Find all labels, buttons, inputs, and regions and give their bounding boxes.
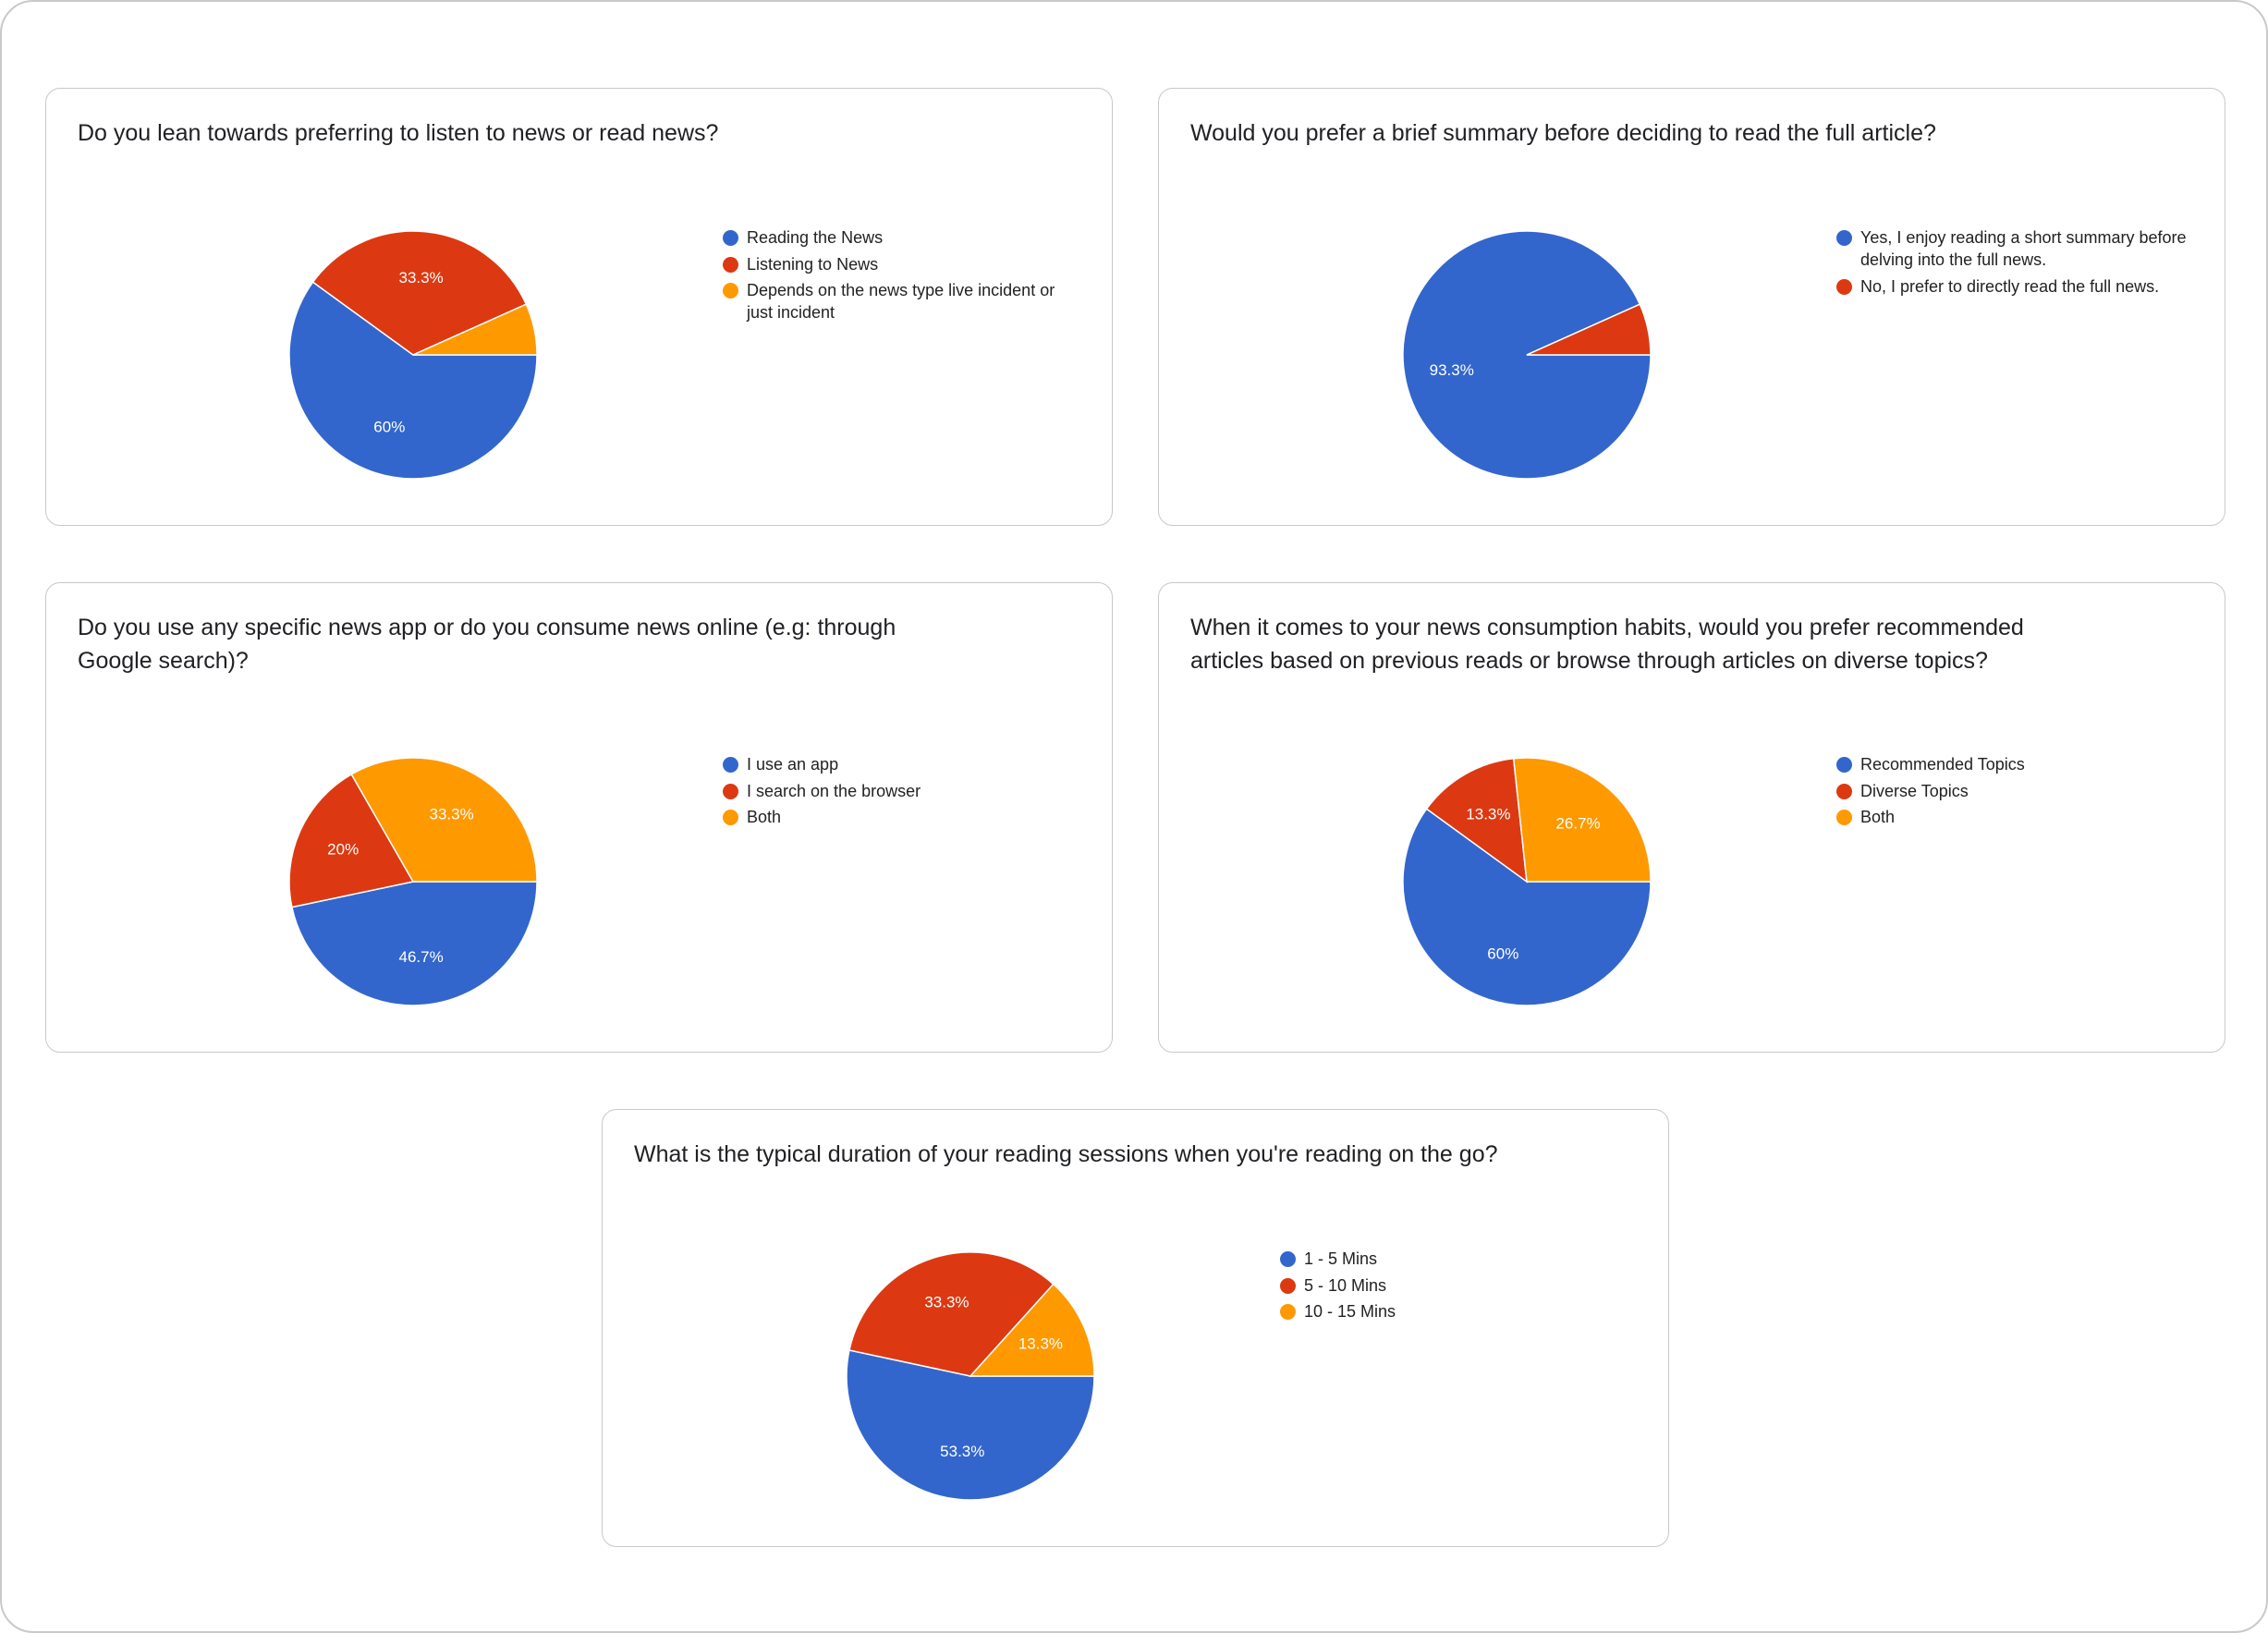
chart-title: What is the typical duration of your rea… (634, 1141, 1498, 1167)
pie-chart: 93.3% (1402, 230, 1652, 480)
slice-percent-label: 26.7% (1555, 815, 1600, 833)
legend-swatch (1836, 230, 1852, 246)
legend-item: 10 - 15 Mins (1280, 1300, 1640, 1322)
legend-swatch (1280, 1277, 1296, 1294)
slice-percent-label: 60% (373, 418, 405, 435)
legend-label: I search on the browser (747, 781, 921, 800)
pie-slice (311, 230, 528, 356)
legend-label: No, I prefer to directly read the full n… (1860, 276, 2160, 296)
slice-percent-label: 93.3% (1430, 361, 1474, 379)
legend-item: Diverse Topics (1836, 780, 2197, 802)
chart-title: Do you lean towards preferring to listen… (78, 120, 719, 146)
legend-label: Reading the News (747, 228, 884, 247)
legend-label: Diverse Topics (1860, 781, 1969, 800)
legend-item: Both (723, 806, 1083, 828)
chart-title: Would you prefer a brief summary before … (1190, 120, 1936, 146)
pie-slice (969, 1283, 1095, 1377)
chart-title: Do you use any specific news app or do y… (78, 615, 896, 674)
legend-item: 5 - 10 Mins (1280, 1274, 1640, 1297)
legend-swatch (723, 810, 738, 825)
chart-card-brief-summary: Would you prefer a brief summary before … (1158, 88, 2225, 526)
legend-item: I use an app (723, 753, 1083, 775)
chart-legend: Recommended Topics Diverse Topics Both (1836, 753, 2197, 833)
legend-swatch (1836, 757, 1852, 773)
chart-card-listen-or-read: Do you lean towards preferring to listen… (45, 88, 1113, 526)
pie-slice (290, 881, 538, 1006)
slice-percent-label: 33.3% (430, 806, 474, 823)
legend-item: Listening to News (723, 253, 1083, 275)
legend-label: Yes, I enjoy reading a short summary bef… (1860, 228, 2187, 269)
slice-percent-label: 13.3% (1466, 806, 1510, 823)
legend-label: 1 - 5 Mins (1304, 1249, 1378, 1268)
pie-chart: 60% 33.3% (288, 230, 538, 480)
chart-legend: 1 - 5 Mins 5 - 10 Mins 10 - 15 Mins (1280, 1248, 1640, 1327)
legend-label: Both (1860, 808, 1896, 826)
legend-swatch (723, 757, 738, 773)
legend-swatch (723, 230, 738, 246)
legend-swatch (723, 256, 738, 273)
pie-slice (288, 773, 415, 908)
chart-title: When it comes to your news consumption h… (1190, 615, 2024, 674)
legend-item: Depends on the news type live incident o… (723, 279, 1083, 323)
legend-label: 5 - 10 Mins (1304, 1275, 1387, 1295)
legend-label: Both (747, 808, 782, 826)
slice-percent-label: 20% (327, 841, 359, 859)
legend-label: Depends on the news type live incident o… (747, 281, 1055, 322)
pie-slice (412, 303, 538, 356)
legend-swatch (723, 783, 738, 799)
chart-legend: I use an app I search on the browser Bot… (723, 753, 1083, 833)
legend-label: I use an app (747, 755, 839, 774)
chart-card-recommended-or-diverse: When it comes to your news consumption h… (1158, 582, 2225, 1053)
slice-percent-label: 33.3% (398, 269, 443, 286)
legend-item: Reading the News (723, 226, 1083, 249)
pie-slice (1425, 757, 1528, 884)
pie-slice (1526, 303, 1652, 356)
pie-chart: 53.3% 33.3% 13.3% (846, 1251, 1095, 1501)
legend-swatch (1280, 1251, 1296, 1267)
slice-percent-label: 33.3% (924, 1293, 969, 1310)
pie-slice (350, 757, 538, 883)
legend-label: Recommended Topics (1860, 755, 2025, 774)
legend-swatch (1280, 1304, 1296, 1320)
legend-swatch (723, 283, 738, 299)
chart-legend: Yes, I enjoy reading a short summary bef… (1836, 226, 2197, 301)
pie-chart: 46.7% 20% 33.3% (288, 757, 538, 1006)
slice-percent-label: 53.3% (940, 1443, 984, 1460)
legend-item: Yes, I enjoy reading a short summary bef… (1836, 226, 2197, 271)
chart-card-reading-duration: What is the typical duration of your rea… (602, 1109, 1669, 1547)
pie-chart: 60% 13.3% 26.7% (1402, 757, 1652, 1006)
legend-label: Listening to News (747, 254, 879, 274)
pie-slice (848, 1251, 1055, 1377)
pie-slice (288, 281, 538, 480)
slice-percent-label: 46.7% (398, 948, 443, 966)
legend-item: Recommended Topics (1836, 753, 2197, 775)
slice-percent-label: 60% (1487, 944, 1518, 962)
legend-item: I search on the browser (723, 780, 1083, 802)
pie-slice (1402, 808, 1652, 1006)
legend-swatch (1836, 278, 1852, 295)
legend-item: Both (1836, 806, 2197, 828)
legend-label: 10 - 15 Mins (1304, 1302, 1396, 1321)
legend-swatch (1836, 783, 1852, 799)
chart-legend: Reading the News Listening to News Depen… (723, 226, 1083, 328)
legend-swatch (1836, 810, 1852, 825)
chart-card-news-app: Do you use any specific news app or do y… (45, 582, 1113, 1053)
legend-item: 1 - 5 Mins (1280, 1248, 1640, 1270)
pie-slice (846, 1349, 1095, 1501)
legend-item: No, I prefer to directly read the full n… (1836, 275, 2197, 298)
pie-slice (1512, 757, 1652, 883)
slice-percent-label: 13.3% (1018, 1335, 1063, 1353)
